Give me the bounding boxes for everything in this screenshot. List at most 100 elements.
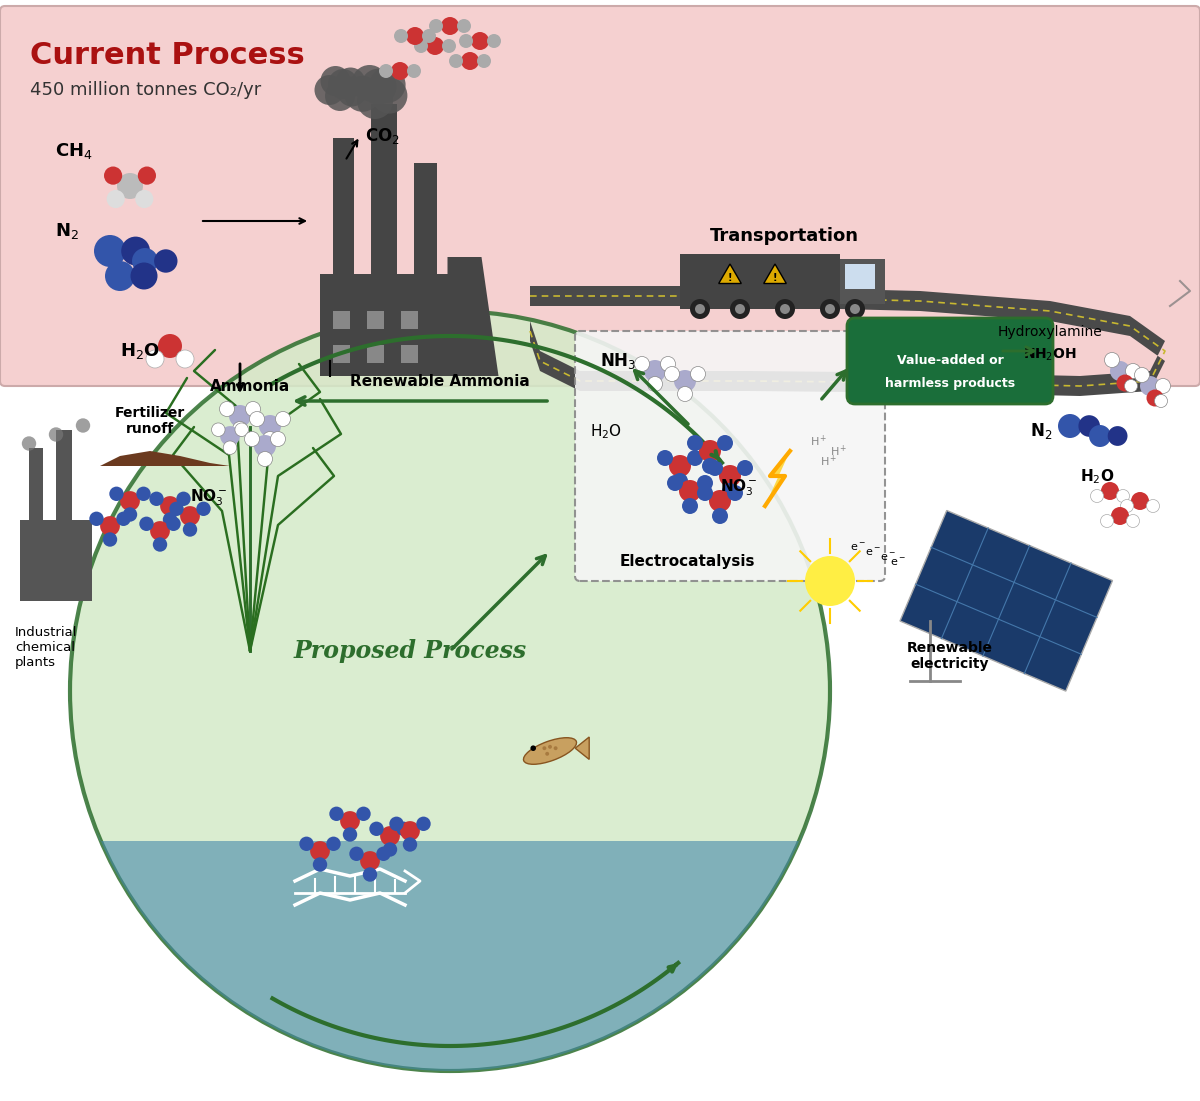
Text: e$^-$: e$^-$ <box>890 557 906 568</box>
Bar <box>680 254 840 309</box>
Circle shape <box>329 807 343 821</box>
Circle shape <box>426 37 444 55</box>
Circle shape <box>1102 482 1120 500</box>
Circle shape <box>727 486 743 501</box>
Circle shape <box>379 64 394 78</box>
Circle shape <box>380 826 400 846</box>
Bar <box>332 345 349 363</box>
Bar <box>29 448 42 520</box>
Polygon shape <box>763 264 786 283</box>
Circle shape <box>336 67 366 98</box>
Bar <box>20 520 92 601</box>
Circle shape <box>1100 514 1114 527</box>
Circle shape <box>1146 500 1159 512</box>
Circle shape <box>734 304 745 314</box>
Circle shape <box>103 532 118 547</box>
Circle shape <box>259 415 281 437</box>
Circle shape <box>167 516 181 531</box>
Bar <box>401 345 418 363</box>
Circle shape <box>695 304 706 314</box>
Circle shape <box>1110 361 1130 381</box>
Circle shape <box>313 858 328 872</box>
Text: H$_2$O: H$_2$O <box>120 341 160 361</box>
Circle shape <box>158 334 182 358</box>
Circle shape <box>1104 352 1120 368</box>
Circle shape <box>328 69 358 99</box>
Circle shape <box>548 745 552 749</box>
Text: Fertilizer
runoff: Fertilizer runoff <box>115 406 185 436</box>
Circle shape <box>233 422 247 436</box>
FancyBboxPatch shape <box>575 331 886 581</box>
Circle shape <box>396 821 410 836</box>
Circle shape <box>461 52 479 70</box>
Circle shape <box>270 432 286 447</box>
Circle shape <box>169 502 184 516</box>
Circle shape <box>136 189 154 208</box>
Text: !: ! <box>773 273 778 283</box>
Circle shape <box>644 360 666 382</box>
Circle shape <box>1079 415 1100 437</box>
Circle shape <box>104 166 122 185</box>
Polygon shape <box>575 737 589 760</box>
Circle shape <box>478 54 491 68</box>
Circle shape <box>109 487 124 501</box>
Circle shape <box>100 516 120 536</box>
Circle shape <box>106 261 134 291</box>
Circle shape <box>775 299 796 319</box>
Circle shape <box>245 432 259 447</box>
Text: Hydroxylamine: Hydroxylamine <box>997 325 1103 339</box>
Circle shape <box>389 817 403 831</box>
Circle shape <box>360 851 380 871</box>
Circle shape <box>370 821 384 836</box>
Circle shape <box>1132 492 1150 510</box>
Circle shape <box>197 502 211 516</box>
Text: NH$_3$: NH$_3$ <box>600 351 636 371</box>
Circle shape <box>22 436 36 450</box>
Circle shape <box>542 746 546 750</box>
Circle shape <box>310 841 330 861</box>
Circle shape <box>780 304 790 314</box>
Circle shape <box>679 480 701 502</box>
Circle shape <box>362 868 377 882</box>
Circle shape <box>458 34 473 48</box>
Circle shape <box>176 350 194 368</box>
Circle shape <box>1124 380 1138 392</box>
Bar <box>414 164 437 274</box>
Circle shape <box>250 412 264 426</box>
Circle shape <box>118 173 143 199</box>
Text: e$^-$: e$^-$ <box>850 542 866 553</box>
Circle shape <box>120 491 140 511</box>
Text: harmless products: harmless products <box>884 377 1015 390</box>
Polygon shape <box>86 804 814 1071</box>
Circle shape <box>1116 374 1134 392</box>
Bar <box>401 310 418 329</box>
Circle shape <box>211 423 226 436</box>
Circle shape <box>254 435 276 457</box>
Circle shape <box>845 299 865 319</box>
Circle shape <box>1126 363 1140 379</box>
Circle shape <box>372 77 408 113</box>
Circle shape <box>1058 414 1082 438</box>
Circle shape <box>383 842 397 857</box>
Circle shape <box>152 537 167 552</box>
Circle shape <box>343 827 358 841</box>
Circle shape <box>470 32 490 50</box>
Circle shape <box>394 29 408 43</box>
Circle shape <box>449 54 463 68</box>
Circle shape <box>407 64 421 78</box>
Text: Current Process: Current Process <box>30 41 305 70</box>
Text: H$_2$O: H$_2$O <box>1080 467 1115 486</box>
Circle shape <box>1146 390 1164 406</box>
Circle shape <box>530 745 536 751</box>
Circle shape <box>70 310 830 1071</box>
Circle shape <box>805 556 856 606</box>
Circle shape <box>258 451 272 467</box>
Circle shape <box>89 512 103 526</box>
Circle shape <box>730 299 750 319</box>
FancyBboxPatch shape <box>0 6 1200 386</box>
Text: e$^-$: e$^-$ <box>880 552 896 563</box>
Circle shape <box>820 299 840 319</box>
FancyBboxPatch shape <box>847 318 1054 404</box>
Circle shape <box>121 237 150 265</box>
Text: Transportation: Transportation <box>710 227 859 246</box>
